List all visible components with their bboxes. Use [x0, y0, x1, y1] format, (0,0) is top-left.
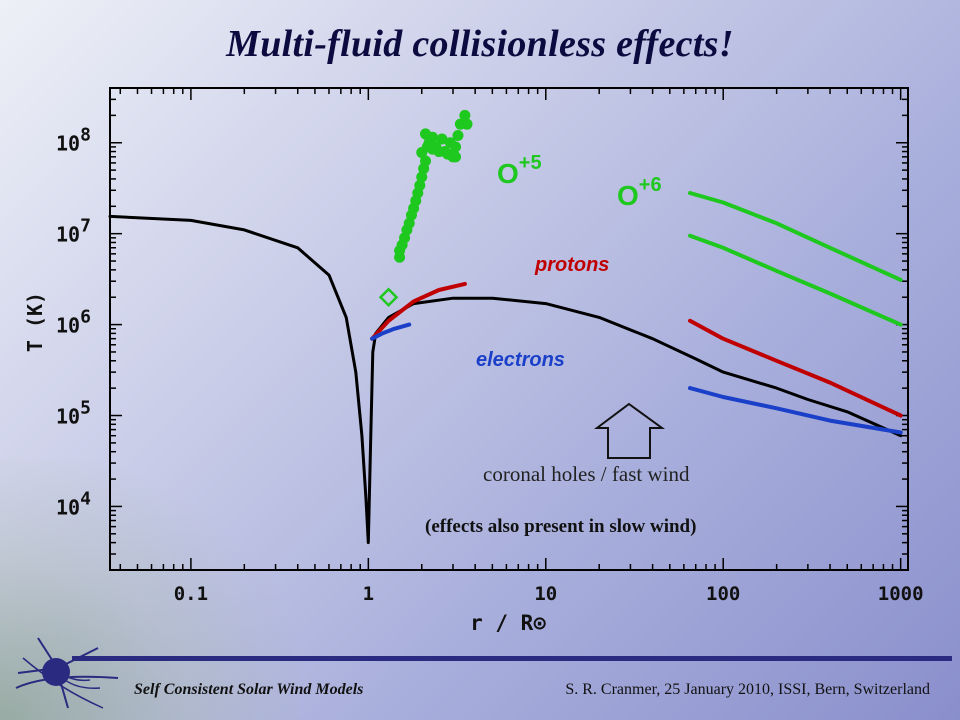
series-layer [108, 191, 903, 545]
footer-left-text: Self Consistent Solar Wind Models [134, 681, 364, 698]
y-tick-base: 10 [56, 314, 80, 338]
o6-label: O+6 [617, 174, 662, 211]
o6-label-base: O [617, 180, 639, 211]
y-tick-base: 10 [56, 132, 80, 156]
series-protons-outer [688, 318, 903, 418]
y-tick-label: 108 [56, 125, 91, 156]
electrons-label: electrons [476, 349, 565, 371]
x-tick-label: 10 [534, 583, 557, 605]
series-o6-lower [688, 233, 903, 327]
o5-label-base: O [497, 158, 519, 189]
series-protons-inner [370, 281, 467, 341]
series-o6-upper [688, 191, 903, 282]
x-axis-label: r / R⊙ [470, 611, 546, 635]
footer-divider [72, 656, 952, 661]
o5-point [427, 143, 439, 155]
y-tick-exp: 6 [80, 307, 91, 328]
y-tick-base: 10 [56, 405, 80, 429]
o5-label-sup: +5 [519, 152, 542, 174]
o5-point [450, 151, 462, 163]
o5-point [436, 133, 448, 145]
x-tick-label: 1000 [878, 583, 924, 605]
o5-point [414, 179, 426, 191]
o5-point [450, 141, 462, 153]
slow-wind-label: (effects also present in slow wind) [425, 516, 696, 537]
o5-label: O+5 [497, 152, 542, 189]
o5-point [416, 171, 428, 183]
o5-point [420, 128, 432, 140]
diamond-marker [378, 287, 399, 307]
slide-title: Multi-fluid collisionless effects! [226, 23, 734, 65]
y-tick-base: 10 [56, 223, 80, 247]
x-tick-label: 1 [363, 583, 374, 605]
y-tick-exp: 8 [80, 125, 91, 146]
series-electrons-outer [688, 386, 903, 435]
y-tick-label: 107 [56, 216, 91, 247]
y-tick-exp: 5 [80, 398, 91, 419]
x-tick-label: 0.1 [174, 583, 208, 605]
coronal-holes-label: coronal holes / fast wind [483, 462, 690, 486]
o5-points-layer [378, 109, 473, 307]
y-tick-label: 104 [56, 488, 91, 519]
series-black [108, 214, 903, 545]
y-tick-exp: 7 [80, 216, 91, 237]
y-tick-base: 10 [56, 495, 80, 519]
protons-label: protons [534, 254, 609, 276]
y-tick-label: 106 [56, 307, 91, 338]
footer-right-text: S. R. Cranmer, 25 January 2010, ISSI, Be… [565, 681, 930, 698]
o5-point [452, 130, 464, 142]
o6-label-sup: +6 [639, 174, 662, 196]
y-axis-label: T (K) [23, 292, 47, 352]
up-arrow-icon [594, 402, 666, 459]
tick-marks [110, 87, 908, 571]
series-electrons-inner [370, 322, 412, 341]
solar-logo-icon [15, 637, 119, 709]
x-tick-label: 100 [706, 583, 740, 605]
o5-point [461, 118, 473, 130]
o5-point [459, 109, 471, 121]
o5-point [420, 155, 432, 167]
y-tick-exp: 4 [80, 488, 91, 509]
y-tick-label: 105 [56, 398, 91, 429]
